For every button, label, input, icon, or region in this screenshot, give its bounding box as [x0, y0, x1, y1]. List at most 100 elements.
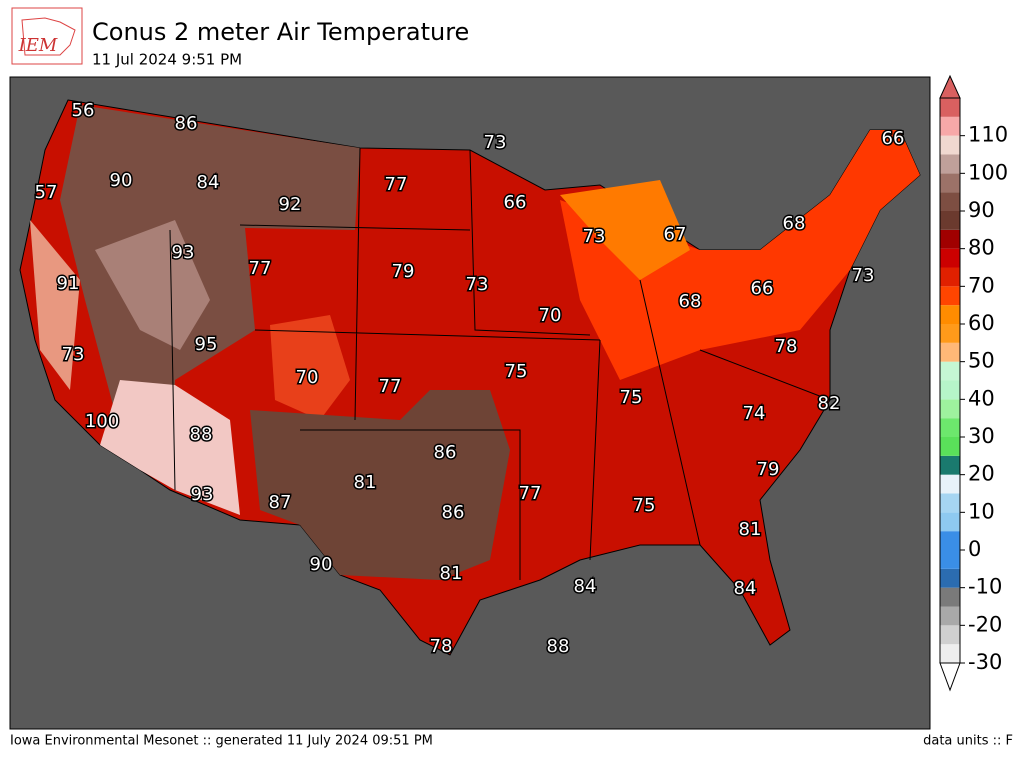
temp-label: 73 [852, 265, 875, 286]
colorbar-band [940, 474, 960, 494]
colorbar-arrow-top [939, 74, 961, 99]
temp-label: 70 [539, 305, 562, 326]
warm-region-tx [250, 390, 510, 580]
colorbar-band [940, 342, 960, 362]
temp-label: 66 [751, 278, 774, 299]
colorbar-band [940, 286, 960, 306]
colorbar-tick-label: 20 [968, 462, 995, 486]
temp-label: 84 [734, 578, 757, 599]
warm-region-basin [95, 220, 210, 350]
colorbar-tick-label: 30 [968, 424, 995, 448]
colorbar-tick-label: 110 [968, 123, 1008, 147]
temp-label: 73 [484, 132, 507, 153]
temp-label: 79 [392, 261, 415, 282]
temp-label: 73 [583, 226, 606, 247]
temp-label: 81 [739, 519, 762, 540]
colorbar-tick-label: 90 [968, 198, 995, 222]
temp-label: 66 [504, 192, 527, 213]
mild-region-ne [560, 130, 920, 380]
temp-label: 75 [505, 361, 528, 382]
temp-label: 88 [547, 636, 570, 657]
temp-label: 87 [269, 492, 292, 513]
colorbar-arrow-bottom [939, 662, 961, 692]
temp-label: 56 [72, 100, 95, 121]
colorbar-band [940, 587, 960, 607]
colorbar-tick-label: 70 [968, 273, 995, 297]
temp-label: 86 [434, 442, 457, 463]
temp-label: 95 [195, 334, 218, 355]
border [169, 147, 831, 580]
warm-region-west [60, 105, 360, 470]
colorbar-band [940, 248, 960, 268]
temp-label: 74 [743, 403, 766, 424]
colorbar-band [940, 568, 960, 588]
colorbar-band [940, 512, 960, 532]
colorbar-band [940, 606, 960, 626]
colorbar-tick-label: 80 [968, 236, 995, 260]
temp-label: 82 [818, 393, 841, 414]
temp-label: 77 [249, 258, 272, 279]
temp-label: 91 [57, 273, 80, 294]
colorbar-band [940, 550, 960, 569]
temp-label: 77 [379, 376, 402, 397]
colorbar-band [940, 173, 960, 193]
subtitle: 11 Jul 2024 9:51 PM [92, 51, 242, 69]
temp-label: 70 [296, 367, 319, 388]
map: 56 86 90 84 92 57 93 91 77 79 73 95 70 77 100 88 93 87 81 8… [9, 76, 931, 730]
colorbar-band [940, 229, 960, 249]
colorbar-tick-label: 40 [968, 386, 995, 410]
colorbar-band [940, 437, 960, 456]
temp-label: 84 [197, 172, 220, 193]
colorbar-tick-label: 10 [968, 499, 995, 523]
temp-label: 93 [172, 242, 195, 263]
temp-label: 92 [279, 194, 302, 215]
footer-source: Iowa Environmental Mesonet :: generated … [10, 734, 433, 749]
cool-region-co [270, 315, 350, 420]
temp-label: 81 [440, 563, 463, 584]
colorbar-band [940, 211, 960, 230]
colorbar-tick-label: 60 [968, 311, 995, 335]
hot-region-sw [100, 380, 240, 515]
colorbar-tick-label: 50 [968, 349, 995, 373]
colorbar-tick-label: -30 [968, 650, 1002, 674]
colorbar-band [940, 399, 960, 419]
temp-label: 77 [385, 174, 408, 195]
temp-label: 73 [62, 344, 85, 365]
colorbar-tick-label: -20 [968, 612, 1002, 636]
temp-label: 79 [757, 459, 780, 480]
colorbar-band [940, 267, 960, 287]
colorbar-band [940, 98, 960, 117]
map-labels: 56 86 90 84 92 57 93 91 77 79 73 95 70 77 100 88 93 87 81 8… [33, 99, 906, 659]
logo: IEM [11, 7, 83, 65]
colorbar-band [940, 493, 960, 513]
temp-label: 67 [664, 224, 687, 245]
temp-label: 86 [442, 502, 465, 523]
temp-label: 81 [354, 472, 377, 493]
temp-label: 78 [775, 336, 798, 357]
colorbar-tick-label: 100 [968, 160, 1008, 184]
temp-label: 90 [110, 170, 133, 191]
logo-shape [21, 17, 76, 56]
temp-label: 68 [783, 213, 806, 234]
temp-label: 75 [633, 495, 656, 516]
temp-label: 66 [882, 128, 905, 149]
state-borders [169, 147, 831, 580]
colorbar-band [940, 625, 960, 645]
temp-label: 68 [679, 291, 702, 312]
colorbar-band [940, 324, 960, 343]
colorbar-frame [939, 97, 961, 664]
temp-label: 93 [191, 484, 214, 505]
temp-label: 77 [519, 483, 542, 504]
colorbar-band [940, 305, 960, 324]
cool-region-mi [560, 180, 690, 280]
coast-region [30, 220, 80, 390]
title: Conus 2 meter Air Temperature [92, 18, 469, 46]
colorbar-band [940, 154, 960, 174]
colorbar-band [940, 361, 960, 381]
footer-units: data units :: F [923, 734, 1013, 749]
colorbar-band [940, 531, 960, 550]
colorbar-band [940, 192, 960, 211]
temp-label: 78 [430, 636, 453, 657]
colorbar-band [940, 418, 960, 437]
temp-label: 73 [466, 274, 489, 295]
